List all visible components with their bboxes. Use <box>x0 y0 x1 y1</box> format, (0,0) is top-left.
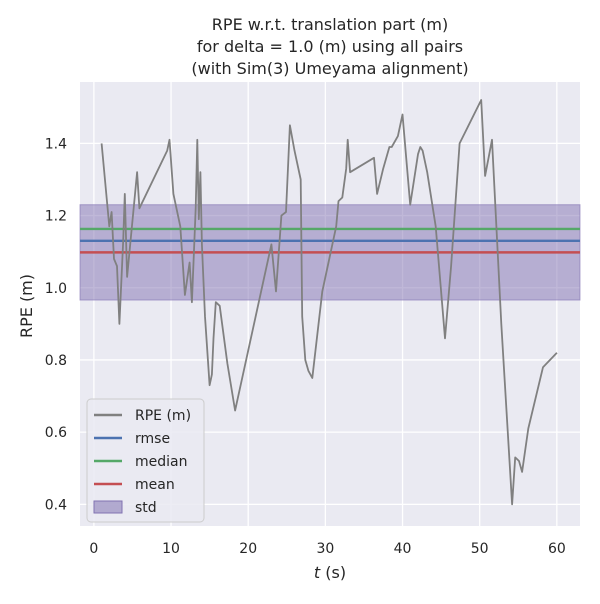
chart-title-line-3: (with Sim(3) Umeyama alignment) <box>191 59 468 78</box>
y-axis-label: RPE (m) <box>17 274 36 338</box>
x-axis-label-variable: t <box>314 563 321 582</box>
x-tick-label: 50 <box>471 541 489 557</box>
legend-box <box>86 398 205 523</box>
legend-swatch-std <box>93 500 123 514</box>
y-tick-label: 1.0 <box>45 281 67 297</box>
x-tick-label: 0 <box>89 541 98 557</box>
y-tick-label: 1.4 <box>45 136 67 152</box>
y-tick-label: 0.4 <box>45 497 67 513</box>
y-tick-label: 0.8 <box>45 353 67 369</box>
x-tick-label: 40 <box>394 541 412 557</box>
chart-title-line-1: RPE w.r.t. translation part (m) <box>212 15 448 34</box>
x-tick-label: 60 <box>548 541 566 557</box>
x-tick-label: 20 <box>239 541 257 557</box>
legend-label-mean: mean <box>135 477 175 493</box>
y-tick-label: 1.2 <box>45 209 67 225</box>
legend-label-rmse: rmse <box>135 431 170 447</box>
x-tick-label: 10 <box>162 541 180 557</box>
legend-label-rpe-m: RPE (m) <box>135 408 191 424</box>
chart-title-line-2: for delta = 1.0 (m) using all pairs <box>197 37 463 56</box>
x-axis-label: t (s) <box>314 563 346 582</box>
rpe-series-line <box>100 99 558 506</box>
x-axis-label-unit: (s) <box>320 563 346 582</box>
y-tick-label: 0.6 <box>45 425 67 441</box>
x-tick-label: 30 <box>316 541 334 557</box>
legend-label-median: median <box>135 454 187 470</box>
legend-label-std: std <box>135 500 157 516</box>
